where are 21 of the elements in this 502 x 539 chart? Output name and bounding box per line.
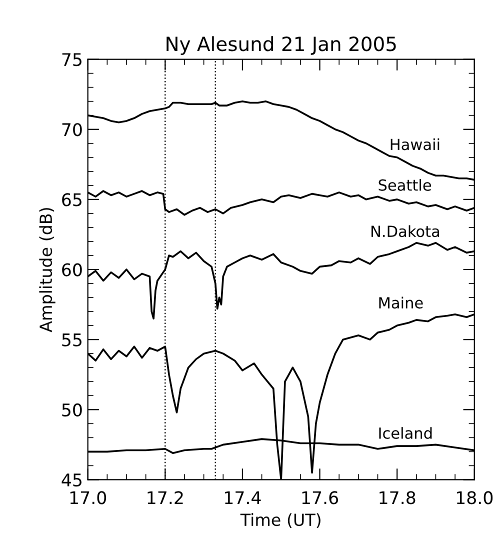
x-tick-label: 17.2	[148, 491, 183, 504]
series-label: Seattle	[378, 179, 432, 191]
y-tick-label: 45	[62, 474, 82, 487]
x-tick-label: 17.0	[70, 491, 106, 504]
y-tick-label: 75	[62, 53, 82, 66]
chart-title: Ny Alesund 21 Jan 2005	[166, 36, 396, 55]
x-axis-title: Time (UT)	[240, 513, 320, 528]
y-tick-label: 70	[62, 123, 82, 136]
x-tick-label: 17.8	[380, 491, 416, 504]
legend-label: N.Dakota	[372, 225, 440, 238]
legend-label: Hawaii	[390, 138, 440, 150]
x-tick-label: 18.0	[456, 491, 493, 504]
series-label: Iceland	[379, 427, 432, 439]
x-tick-label: 17.6	[302, 491, 338, 504]
x-tick-label: 17.4	[225, 491, 261, 504]
series-label: Maine	[379, 296, 423, 309]
y-axis-title: Amplitude (dB)	[39, 208, 56, 332]
y-tick-label: 50	[62, 403, 82, 416]
y-tick-label: 60	[62, 263, 82, 276]
y-tick-label: 65	[62, 193, 82, 206]
y-tick-label: 55	[62, 334, 82, 346]
